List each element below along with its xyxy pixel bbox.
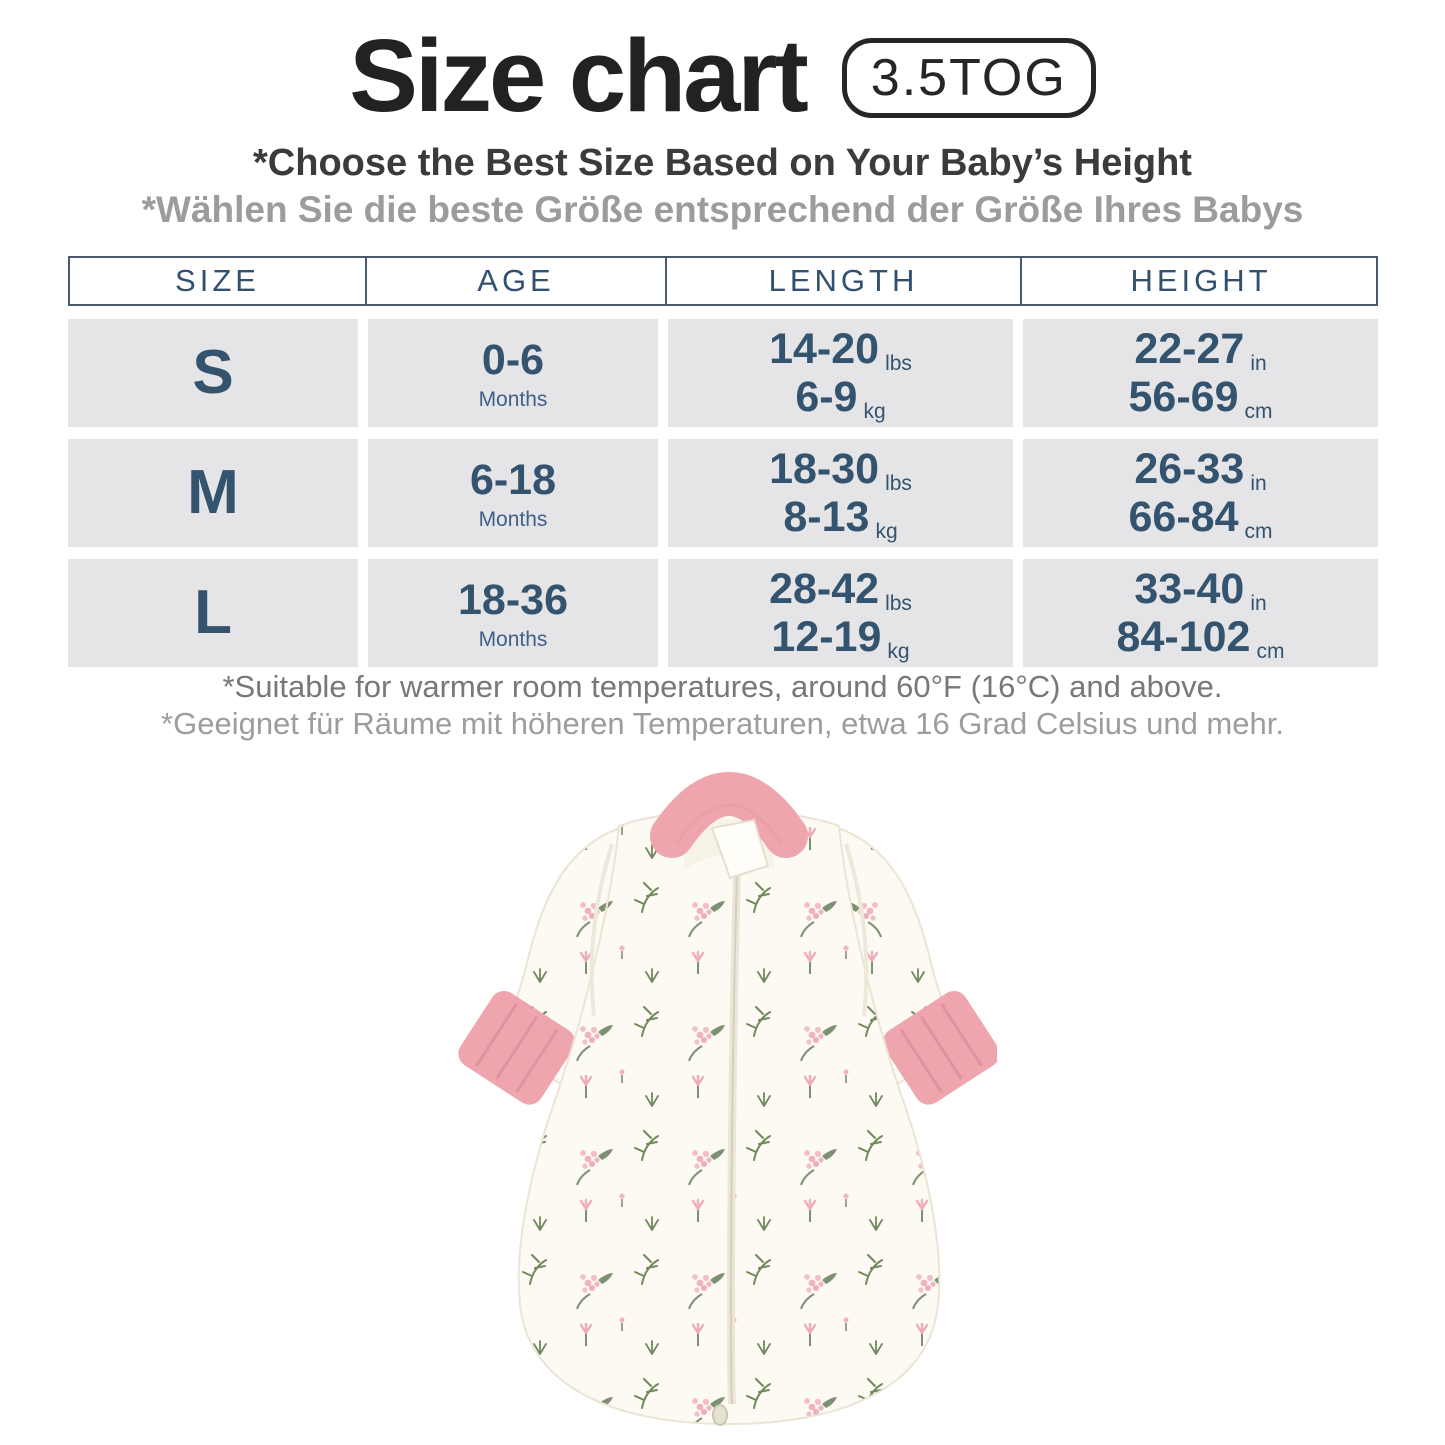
collar: [650, 772, 808, 858]
collar-seam: [674, 803, 784, 845]
table-header-row: SIZE AGE LENGTH HEIGHT: [68, 256, 1378, 306]
zipper-garage-tab: [711, 819, 769, 879]
cell-height: 22-27 in 56-69 cm: [1023, 319, 1378, 427]
table-row-l: L 18-36 Months 28-42 lbs 12-19 kg 33-40 in …: [68, 559, 1378, 667]
cell-length: 14-20 lbs 6-9 kg: [668, 319, 1013, 427]
height-in-value: 22-27: [1134, 324, 1245, 373]
height-in-value: 26-33: [1134, 444, 1245, 493]
age-value: 18-36: [458, 576, 568, 625]
age-value: 6-18: [469, 456, 557, 505]
product-photo: [452, 754, 997, 1444]
header-cell-size: SIZE: [175, 263, 260, 298]
size-value: S: [192, 338, 234, 407]
cell-height: 26-33 in 66-84 cm: [1023, 439, 1378, 547]
cell-height: 33-40 in 84-102 cm: [1023, 559, 1378, 667]
table-row-m: M 6-18 Months 18-30 lbs 8-13 kg 26-33 in 66…: [68, 439, 1378, 547]
table-row-s: S 0-6 Months 14-20 lbs 6-9 kg 22-27 in 56-6…: [68, 319, 1378, 427]
unit-cm: cm: [1244, 520, 1273, 543]
weight-kg-value: 6-9: [795, 373, 858, 421]
weight-lbs-value: 28-42: [769, 564, 880, 613]
footnote-english: *Suitable for warmer room temperatures, …: [222, 669, 1223, 704]
unit-kg: kg: [863, 400, 886, 423]
page-title: Size chart: [349, 18, 809, 133]
cell-length: 18-30 lbs 8-13 kg: [668, 439, 1013, 547]
sleep-sack-illustration: [458, 772, 997, 1426]
footnote-german: *Geeignet für Räume mit höheren Temperat…: [161, 706, 1284, 741]
cell-age: 18-36 Months: [368, 559, 658, 667]
cell-length: 28-42 lbs 12-19 kg: [668, 559, 1013, 667]
right-armhole-seam: [844, 843, 869, 1017]
unit-cm: cm: [1244, 400, 1273, 423]
age-unit-label: Months: [478, 387, 548, 411]
title-row: Size chart 3.5TOG: [0, 18, 1445, 134]
height-cm-value: 56-69: [1128, 373, 1239, 421]
height-cm-value: 84-102: [1116, 613, 1251, 661]
zipper-pull: [712, 1404, 728, 1426]
weight-kg-value: 8-13: [783, 493, 870, 541]
size-value: M: [187, 458, 239, 527]
size-table: SIZE AGE LENGTH HEIGHT S 0-6 Months 14-2…: [68, 256, 1378, 667]
subtitle-english: *Choose the Best Size Based on Your Baby…: [253, 142, 1192, 184]
zipper: [711, 819, 769, 1426]
weight-kg-value: 12-19: [771, 613, 882, 661]
header-cell-age: AGE: [365, 258, 665, 304]
left-cuff: [458, 990, 576, 1105]
unit-in: in: [1250, 351, 1267, 375]
unit-in: in: [1250, 471, 1267, 495]
weight-lbs-value: 18-30: [769, 444, 880, 493]
table-body: S 0-6 Months 14-20 lbs 6-9 kg 22-27 in 56-6…: [68, 319, 1378, 667]
header-cell-height: HEIGHT: [1020, 258, 1380, 304]
tog-badge: 3.5TOG: [841, 38, 1096, 118]
unit-kg: kg: [887, 640, 910, 663]
header-cell-length: LENGTH: [665, 258, 1020, 304]
height-cm-value: 66-84: [1128, 493, 1239, 541]
age-unit-label: Months: [478, 627, 548, 651]
left-armhole-seam: [589, 843, 614, 1017]
unit-lbs: lbs: [885, 471, 912, 495]
cell-age: 6-18 Months: [368, 439, 658, 547]
age-value: 0-6: [481, 336, 545, 385]
right-cuff: [882, 990, 997, 1105]
age-unit-label: Months: [478, 507, 548, 531]
unit-lbs: lbs: [885, 591, 912, 615]
unit-in: in: [1250, 591, 1267, 615]
height-in-value: 33-40: [1134, 564, 1245, 613]
size-value: L: [194, 578, 232, 647]
cell-size: S: [68, 319, 358, 427]
cell-size: L: [68, 559, 358, 667]
cell-age: 0-6 Months: [368, 319, 658, 427]
cell-size: M: [68, 439, 358, 547]
unit-lbs: lbs: [885, 351, 912, 375]
subtitle-german: *Wählen Sie die beste Größe entsprechend…: [141, 189, 1304, 230]
unit-cm: cm: [1256, 640, 1285, 663]
weight-lbs-value: 14-20: [769, 324, 880, 373]
unit-kg: kg: [875, 520, 898, 543]
